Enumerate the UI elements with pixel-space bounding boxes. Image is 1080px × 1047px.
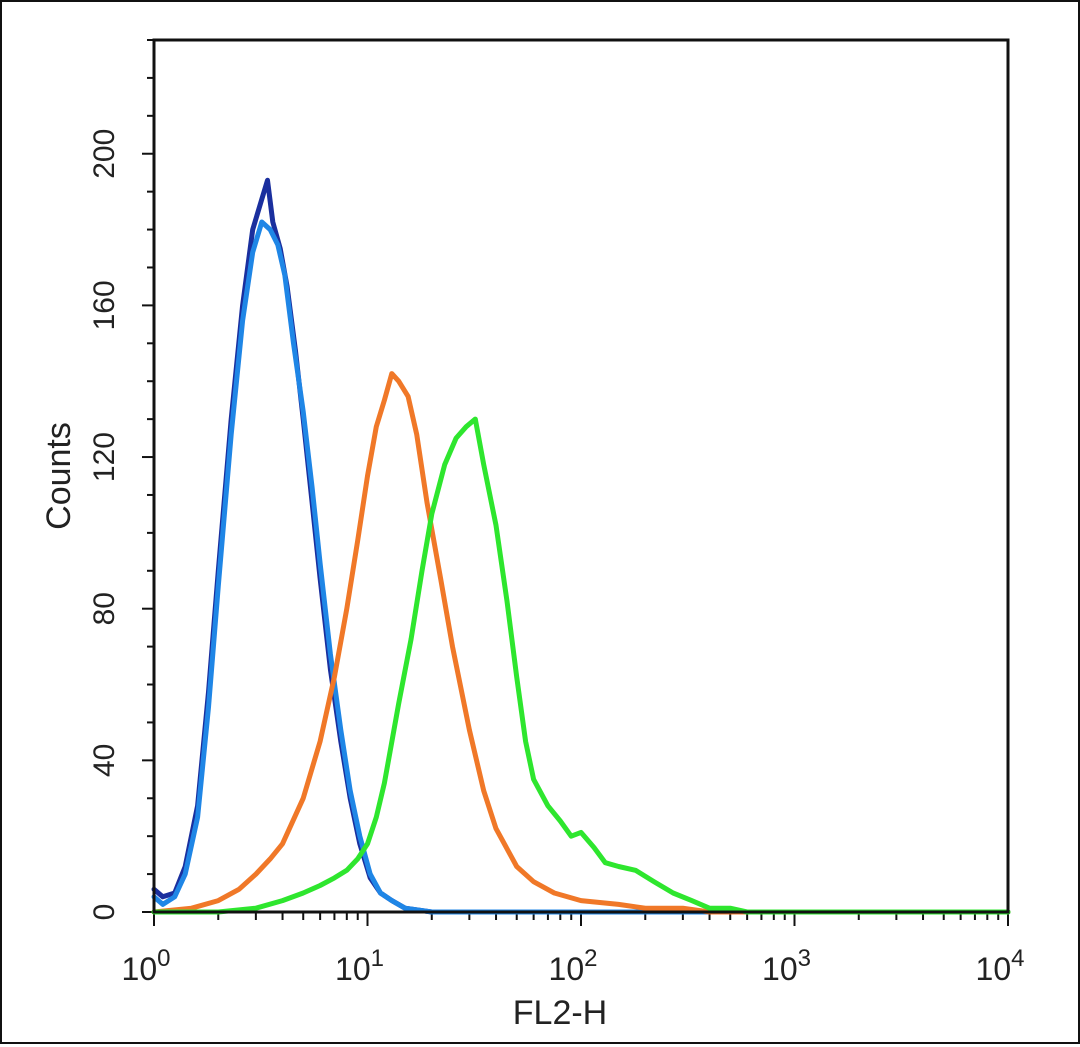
y-tick-label: 0 bbox=[88, 904, 121, 921]
x-tick-label: 103 bbox=[762, 945, 811, 987]
histogram-series-2 bbox=[151, 219, 1011, 915]
histogram-series-3 bbox=[151, 371, 1011, 915]
x-tick-base: 10 bbox=[122, 951, 158, 987]
y-tick-label: 160 bbox=[88, 280, 121, 330]
x-axis-label: FL2-H bbox=[513, 994, 607, 1032]
x-tick-base: 10 bbox=[762, 951, 798, 987]
x-tick-label: 104 bbox=[976, 945, 1025, 987]
x-tick-label: 102 bbox=[549, 945, 598, 987]
x-tick-exponent: 2 bbox=[584, 945, 597, 972]
x-tick-exponent: 0 bbox=[157, 945, 170, 972]
x-tick-exponent: 3 bbox=[798, 945, 811, 972]
x-tick-label: 100 bbox=[122, 945, 171, 987]
y-tick-label: 120 bbox=[88, 432, 121, 482]
plot-area bbox=[152, 38, 1010, 914]
histogram-series-1 bbox=[151, 177, 1011, 915]
histogram-series-4 bbox=[151, 416, 1011, 915]
x-tick-base: 10 bbox=[335, 951, 371, 987]
x-tick-exponent: 4 bbox=[1011, 945, 1024, 972]
y-axis-label: Counts bbox=[40, 422, 78, 530]
x-tick-base: 10 bbox=[976, 951, 1012, 987]
y-tick-label: 200 bbox=[88, 129, 121, 179]
x-tick-exponent: 1 bbox=[371, 945, 384, 972]
y-tick-label: 40 bbox=[88, 744, 121, 777]
x-tick-label: 101 bbox=[335, 945, 384, 987]
x-tick-base: 10 bbox=[549, 951, 585, 987]
y-tick-label: 80 bbox=[88, 592, 121, 625]
